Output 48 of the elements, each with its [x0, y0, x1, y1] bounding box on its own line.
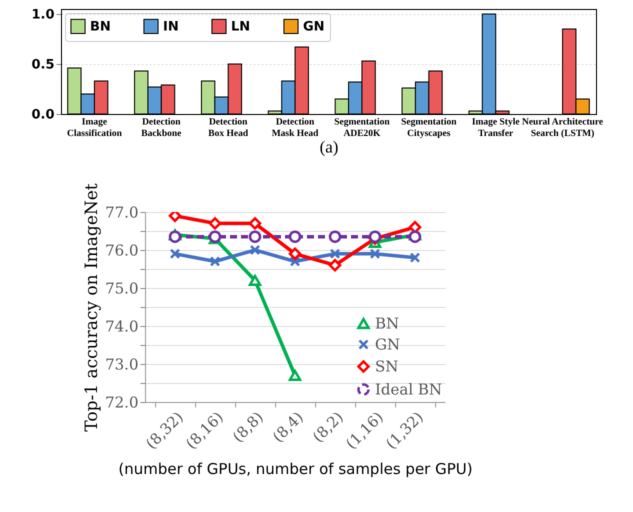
- y-tick-label: 0.5: [31, 58, 54, 72]
- x-tick-label: Detection Box Head: [208, 118, 249, 139]
- x-axis-title: (number of GPUs, number of samples per GPU): [118, 460, 473, 478]
- point: [210, 256, 220, 267]
- point: [328, 258, 342, 272]
- point: [290, 256, 300, 267]
- point: [368, 230, 382, 243]
- point: [328, 230, 342, 243]
- x-tick-label: Image Style Transfer: [472, 118, 520, 139]
- point: [330, 248, 340, 260]
- x-tick-label: Segmentation ADE20K: [334, 118, 390, 139]
- point: [168, 212, 182, 222]
- legend-label: Ideal BN: [375, 380, 442, 398]
- y-tick-label: 74.0: [105, 318, 138, 336]
- point: [410, 252, 420, 263]
- point: [408, 230, 422, 243]
- x-tick-label: Detection Backbone: [141, 118, 182, 139]
- y-tick-label: 0.0: [31, 108, 54, 122]
- y-tick-label: 76.0: [105, 242, 138, 260]
- x-tick-label: Image Classification: [66, 118, 123, 139]
- point: [248, 274, 262, 286]
- y-tick-label: 77.0: [105, 204, 138, 222]
- legend-label: LN: [231, 19, 250, 34]
- y-tick-label: 72.0: [105, 394, 138, 412]
- point: [168, 230, 182, 243]
- point: [248, 217, 262, 230]
- legend-label: IN: [163, 19, 179, 34]
- point: [248, 230, 262, 243]
- legend-label: SN: [375, 358, 398, 376]
- point: [288, 370, 302, 381]
- point: [370, 248, 380, 260]
- x-tick-label: Segmentation Cityscapes: [401, 118, 458, 139]
- legend-label: BN: [375, 314, 400, 332]
- y-tick-label: 75.0: [105, 280, 138, 298]
- y-tick-label: 73.0: [105, 356, 138, 374]
- point: [250, 244, 260, 256]
- x-axis-title: (a): [320, 138, 338, 156]
- y-tick-label: 1.0: [31, 8, 54, 22]
- legend-label: GN: [375, 336, 400, 354]
- point: [170, 248, 180, 260]
- legend-label: GN: [303, 19, 325, 34]
- y-axis-title: Top-1 accuracy on ImageNet: [82, 183, 102, 432]
- x-tick-label: Neural Architecture Search (LSTM): [522, 118, 604, 139]
- point: [288, 230, 302, 243]
- legend-label: BN: [90, 19, 111, 34]
- x-tick-label: Detection Mask Head: [272, 118, 320, 139]
- point: [208, 217, 222, 230]
- point: [288, 248, 302, 260]
